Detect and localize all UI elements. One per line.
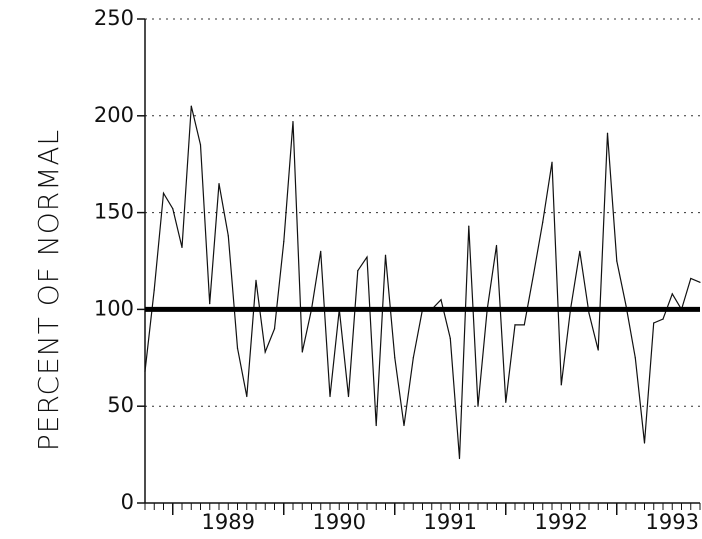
data-point <box>172 208 174 210</box>
data-point <box>283 241 285 243</box>
data-point <box>551 161 553 163</box>
y-tick-label-250: 250 <box>94 6 134 30</box>
data-point <box>606 132 609 134</box>
gridlines <box>145 18 700 407</box>
data-point <box>560 384 562 386</box>
data-point <box>468 225 470 227</box>
data-point <box>153 289 155 291</box>
data-point <box>643 442 646 444</box>
data-point <box>162 192 165 194</box>
x-tick-label-1990: 1990 <box>313 510 366 534</box>
data-point <box>236 347 239 349</box>
y-tick-label-50: 50 <box>107 393 134 417</box>
data-point <box>662 318 664 320</box>
data-point <box>477 405 479 407</box>
y-axis-title: PERCENT OF NORMAL <box>32 129 65 451</box>
data-point <box>301 351 303 353</box>
data-point <box>671 293 673 295</box>
x-tick-label-1989: 1989 <box>202 510 255 534</box>
data-point <box>347 395 350 398</box>
data-point <box>375 424 377 427</box>
data-point <box>227 235 229 237</box>
data-point <box>329 395 331 398</box>
data-point <box>440 299 442 301</box>
data-point <box>144 370 146 372</box>
data-point <box>292 121 294 123</box>
data-point <box>532 273 535 276</box>
data-point <box>579 250 581 252</box>
data-point <box>690 277 692 280</box>
y-tick-label-200: 200 <box>94 103 134 127</box>
data-point <box>523 324 525 326</box>
data-point <box>320 250 322 252</box>
data-point <box>634 357 636 359</box>
data-point <box>384 254 387 256</box>
data-point <box>273 328 276 330</box>
y-tick-label-0: 0 <box>121 490 134 514</box>
data-point <box>495 244 498 247</box>
data-point <box>264 351 266 353</box>
data-point <box>514 324 516 326</box>
data-point <box>412 357 414 359</box>
data-point <box>255 279 257 281</box>
data-point <box>357 270 359 272</box>
axes <box>137 18 701 515</box>
x-tick-label-1991: 1991 <box>424 510 477 534</box>
data-point <box>653 322 655 324</box>
series-layer <box>144 105 701 460</box>
data-point <box>190 105 192 107</box>
data-point <box>246 395 248 398</box>
data-point <box>699 281 701 283</box>
data-point <box>616 260 618 262</box>
data-point <box>209 302 211 305</box>
data-point <box>218 182 220 185</box>
data-point <box>366 256 368 258</box>
data-point <box>199 144 202 146</box>
x-tick-label-1993: 1993 <box>646 510 699 534</box>
y-tick-label-100: 100 <box>94 296 134 320</box>
data-point <box>449 337 451 340</box>
tick-labels: 0 50 100 150 200 250 1989 1990 1991 1992 1993 <box>94 6 699 534</box>
data-point <box>181 246 183 249</box>
data-point <box>458 457 461 460</box>
y-tick-label-150: 150 <box>94 200 134 224</box>
data-point <box>597 349 599 351</box>
data-point <box>542 221 544 223</box>
data-point <box>394 357 396 359</box>
data-point <box>588 312 590 314</box>
data-point <box>403 424 405 427</box>
x-tick-label-1992: 1992 <box>535 510 588 534</box>
data-point <box>505 401 507 403</box>
series-line-0 <box>144 105 701 459</box>
data-point <box>625 304 627 307</box>
